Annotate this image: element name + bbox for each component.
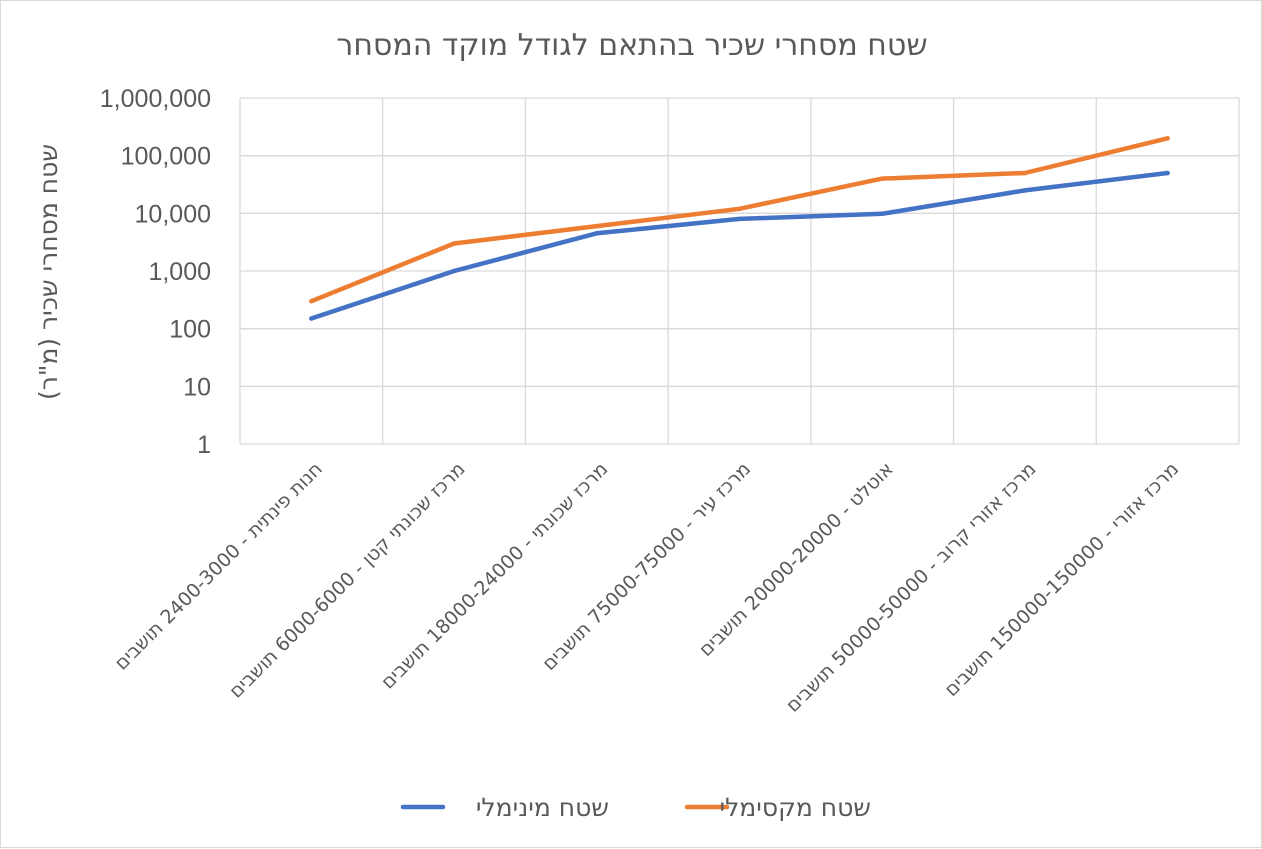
series-1-point [1022, 170, 1028, 176]
series-line-0 [309, 170, 1170, 321]
series-lines [309, 136, 1170, 321]
series-1-point [594, 223, 599, 229]
y-tick-label: 1,000 [148, 258, 211, 286]
y-tick-label: 100 [169, 316, 211, 344]
series-0-point [880, 211, 885, 217]
series-1-point [1165, 136, 1170, 141]
series-1-point [451, 241, 457, 246]
x-category-label: מרכז אזורי - 150000-150000 תושבים [940, 458, 1183, 701]
series-1-point [309, 298, 314, 304]
x-category-label: מרכז שכונתי - 18000-24000 תושבים [377, 458, 612, 693]
y-tick-label: 1 [197, 431, 211, 459]
y-tick-label: 10,000 [135, 200, 211, 228]
x-category-label: מרכז שכונתי קטן - 6000-6000 תושבים [225, 458, 470, 703]
y-tick-label: 10 [183, 373, 211, 401]
series-1-point [737, 206, 742, 211]
series-0-point [1022, 188, 1028, 193]
series-0-point [737, 216, 742, 222]
series-0-point [594, 231, 599, 236]
legend-label: שטח מקסימלי [719, 793, 871, 822]
y-tick-label: 100,000 [121, 143, 211, 171]
y-axis-label: שטח מסחרי שכיר (מ"ר) [34, 144, 63, 400]
legend-label: שטח מינימלי [476, 793, 609, 822]
series-0-point [309, 316, 314, 321]
legend: שטח מינימלי שטח מקסימלי [400, 793, 871, 822]
series-0-point [1165, 170, 1170, 176]
y-axis-ticks: 1 10 100 1,000 10,000 100,000 1,000,000 [100, 85, 211, 459]
y-tick-label: 1,000,000 [100, 85, 211, 113]
series-1-point [880, 176, 885, 181]
x-category-label: מרכז אזורי קרוב - 50000-50000 תושבים [782, 458, 1041, 717]
gridlines [239, 97, 1240, 445]
series-0-point [451, 268, 457, 274]
chart-title: שטח מסחרי שכיר בהתאם לגודל מוקד המסחר [336, 28, 927, 63]
